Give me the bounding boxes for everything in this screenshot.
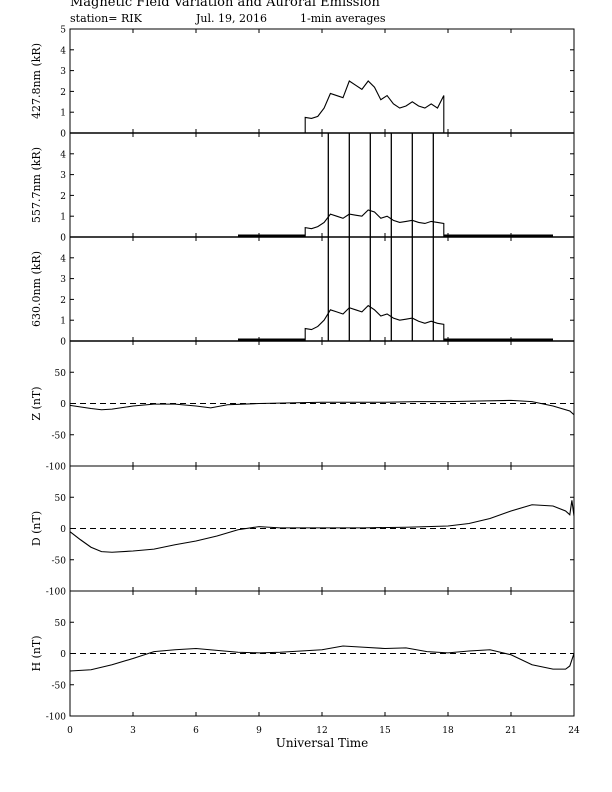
- y-axis-label: D (nT): [30, 511, 43, 546]
- date-label: Jul. 19, 2016: [196, 12, 267, 25]
- series-line: [69, 399, 575, 416]
- y-tick-label: 0: [60, 400, 66, 410]
- y-tick-label: 3: [60, 67, 66, 77]
- y-axis-label: 557.7nm (kR): [30, 147, 43, 223]
- y-tick-label: -50: [52, 681, 67, 691]
- y-tick-label: 2: [60, 296, 66, 306]
- y-tick-label: 3: [60, 275, 66, 285]
- y-tick-label: 0: [60, 338, 66, 348]
- y-tick-label: 2: [60, 88, 66, 98]
- y-tick-label: 0: [60, 650, 66, 660]
- y-tick-label: -100: [46, 463, 66, 473]
- y-tick-label: -100: [46, 588, 66, 598]
- y-axis-label: Z (nT): [30, 386, 43, 420]
- x-tick-label: 15: [379, 726, 391, 736]
- y-tick-label: -100: [46, 713, 66, 723]
- y-tick-label: 4: [60, 254, 66, 264]
- y-tick-label: 1: [60, 213, 66, 223]
- averaging-label: 1-min averages: [300, 12, 386, 25]
- x-tick-label: 6: [193, 726, 199, 736]
- x-tick-label: 21: [505, 726, 516, 736]
- panel-5: -100 -50 0 50 D (nT): [30, 465, 575, 598]
- x-tick-label: 12: [316, 726, 327, 736]
- y-tick-label: -50: [52, 431, 67, 441]
- y-tick-label: 50: [55, 369, 67, 379]
- panel-3: 0 1 2 3 4 630.0nm (kR): [30, 236, 575, 348]
- series-line: [70, 209, 574, 238]
- y-axis-label: 630.0nm (kR): [30, 251, 43, 327]
- y-tick-label: 2: [60, 192, 66, 202]
- panel-frame: [69, 28, 575, 134]
- series-line: [69, 645, 575, 672]
- panel-6: -100 -50 0 50 H (nT): [30, 590, 575, 723]
- panel-frame: [69, 236, 575, 342]
- x-tick-label: 9: [256, 726, 262, 736]
- x-tick-label: 3: [130, 726, 136, 736]
- x-tick-label: 0: [67, 726, 73, 736]
- y-tick-label: -50: [52, 556, 67, 566]
- series-line: [70, 80, 574, 134]
- y-tick-label: 1: [60, 109, 66, 119]
- y-tick-label: 50: [55, 619, 67, 629]
- panel-frame: [69, 132, 575, 238]
- station-label: station= RIK: [70, 12, 142, 25]
- y-tick-label: 0: [60, 525, 66, 535]
- series-line: [69, 500, 575, 553]
- chart-title: Magnetic Field Variation and Auroral Emi…: [70, 0, 380, 10]
- y-axis-label: H (nT): [30, 635, 43, 671]
- series-line: [70, 304, 574, 342]
- y-tick-label: 0: [60, 234, 66, 244]
- x-tick-label: 18: [442, 726, 454, 736]
- y-tick-label: 4: [60, 46, 66, 56]
- x-tick-label: 24: [568, 726, 580, 736]
- x-axis-label: Universal Time: [276, 736, 369, 750]
- y-tick-label: 4: [60, 150, 66, 160]
- panel-4: -100 -50 0 50 Z (nT): [30, 340, 575, 473]
- panel-1: 0 1 2 3 4 5 427.8nm (kR): [30, 26, 575, 140]
- y-tick-label: 5: [60, 26, 66, 36]
- y-tick-label: 50: [55, 494, 67, 504]
- y-tick-label: 0: [60, 130, 66, 140]
- y-tick-label: 3: [60, 171, 66, 181]
- y-tick-label: 1: [60, 317, 66, 327]
- y-axis-label: 427.8nm (kR): [30, 43, 43, 119]
- panel-2: 0 1 2 3 4 557.7nm (kR): [30, 132, 575, 244]
